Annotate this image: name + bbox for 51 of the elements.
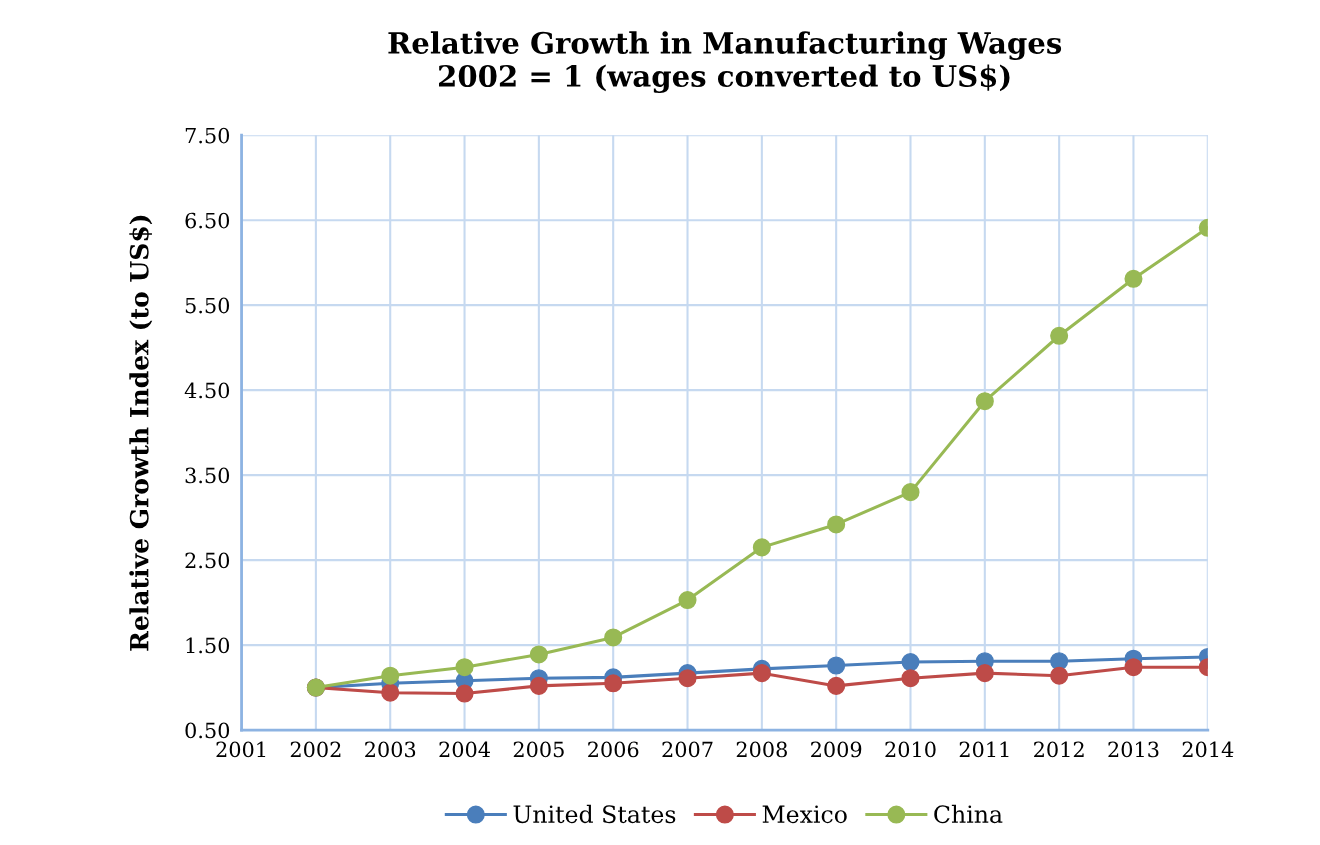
y-tick-label: 1.50 [186, 637, 230, 654]
point [827, 515, 846, 534]
x-tick-label: 2011 [959, 741, 1009, 758]
chart-title: Relative Growth in Manufacturing Wages 2002 = 1 (wages converted to US$) [388, 31, 1062, 94]
x-tick-label: 2006 [588, 741, 639, 758]
point [827, 656, 846, 675]
point [678, 591, 697, 610]
x-tick-label: 2009 [811, 741, 862, 758]
x-tick-label: 2005 [513, 741, 564, 758]
legend-label: Mexico [762, 805, 847, 824]
point [1050, 326, 1069, 345]
point [455, 658, 474, 677]
point [529, 676, 548, 695]
x-tick-label: 2014 [1182, 741, 1234, 758]
point [975, 664, 994, 683]
point [381, 666, 400, 685]
point [1124, 658, 1143, 677]
y-tick-label: 3.50 [185, 467, 230, 484]
x-tick-label: 2012 [1034, 741, 1084, 758]
point [529, 645, 548, 664]
y-tick-label: 4.50 [184, 382, 230, 399]
x-tick-label: 2004 [439, 741, 490, 758]
point [827, 676, 846, 695]
y-tick-label: 6.50 [185, 212, 230, 229]
y-tick-label: 0.50 [185, 722, 230, 739]
y-tick-label: 2.50 [185, 552, 230, 569]
point [975, 392, 994, 411]
x-tick-label: 2010 [885, 741, 936, 758]
point [381, 683, 400, 702]
point [604, 628, 623, 647]
x-tick-label: 2008 [736, 741, 787, 758]
point [678, 669, 697, 688]
y-tick-label: 7.50 [185, 127, 230, 144]
point [1124, 269, 1143, 288]
x-tick-label: 2001 [216, 741, 266, 758]
y-tick-label: 5.50 [185, 297, 230, 314]
x-tick-label: 2007 [662, 741, 713, 758]
point [604, 674, 623, 693]
legend-label: United States [513, 804, 676, 824]
point [1050, 666, 1069, 685]
legend-label: China [934, 804, 1003, 824]
y-axis-title: Relative Growth Index (to US$) [129, 215, 153, 651]
point [752, 538, 771, 557]
point [752, 664, 771, 683]
x-tick-label: 2013 [1108, 741, 1159, 758]
x-tick-label: 2003 [365, 741, 416, 758]
point [455, 684, 474, 703]
x-tick-label: 2002 [290, 741, 341, 758]
point [901, 653, 920, 672]
point [901, 669, 920, 688]
point [901, 483, 920, 502]
